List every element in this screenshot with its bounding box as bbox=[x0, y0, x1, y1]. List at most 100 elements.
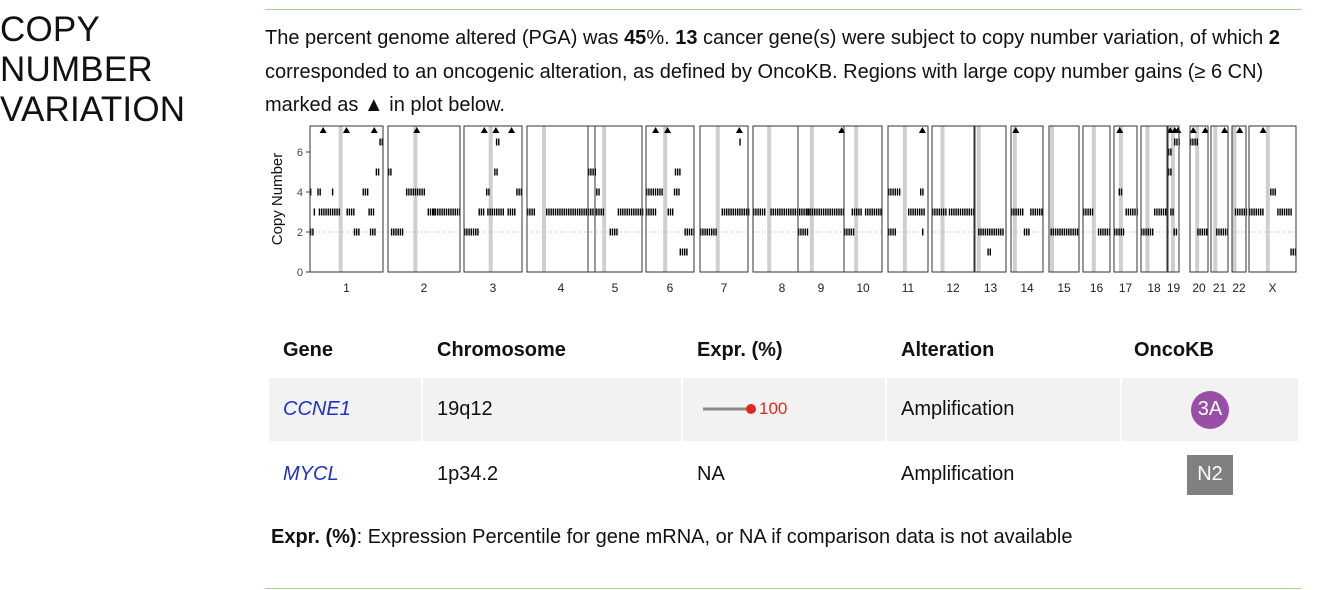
column-header-alteration: Alteration bbox=[887, 324, 1120, 376]
cn-segment-mark bbox=[679, 168, 681, 176]
cn-segment-mark bbox=[777, 208, 779, 216]
table-row: MYCL 1p34.2 NA Amplification N2 bbox=[269, 443, 1298, 506]
cn-segment-mark bbox=[1072, 228, 1074, 236]
cn-segment-mark bbox=[533, 208, 535, 216]
cn-segment-mark bbox=[381, 138, 383, 146]
cn-segment-mark bbox=[1249, 208, 1251, 216]
cn-segment-mark bbox=[1272, 188, 1274, 196]
cn-segment-mark bbox=[630, 208, 633, 216]
chromosome-panel bbox=[1210, 125, 1229, 273]
cn-segment-mark bbox=[388, 168, 390, 176]
large-gain-marker bbox=[1012, 127, 1020, 133]
cn-segment-mark bbox=[470, 228, 472, 236]
cn-segment-mark bbox=[922, 228, 924, 236]
large-gain-marker bbox=[1116, 127, 1124, 133]
cn-segment-mark bbox=[851, 208, 853, 216]
cn-segment-mark bbox=[923, 208, 925, 216]
cn-segment-mark bbox=[1239, 208, 1241, 216]
cn-segment-mark bbox=[480, 208, 483, 216]
cn-segment-mark bbox=[336, 208, 338, 216]
cn-segment-mark bbox=[867, 208, 869, 216]
centromere-band bbox=[1170, 126, 1175, 272]
cn-segment-mark bbox=[1260, 208, 1262, 216]
cn-segment-mark bbox=[639, 208, 642, 216]
cn-segment-mark bbox=[799, 208, 801, 216]
cn-segment-mark bbox=[1154, 208, 1156, 216]
cn-segment-mark bbox=[951, 208, 953, 216]
cn-segment-mark bbox=[518, 188, 520, 196]
cn-segment-mark bbox=[980, 228, 982, 236]
cn-segment-mark bbox=[494, 168, 496, 176]
cn-segment-mark bbox=[803, 208, 805, 216]
cn-segment-mark bbox=[557, 208, 559, 216]
cn-segment-mark bbox=[1173, 228, 1175, 236]
cn-segment-mark bbox=[401, 228, 404, 236]
table-row: CCNE1 19q12 100 Amplification 3A bbox=[269, 378, 1298, 441]
cn-segment-mark bbox=[820, 208, 823, 216]
chromosome-panel bbox=[1048, 125, 1080, 273]
cn-segment-mark bbox=[502, 208, 504, 216]
large-gain-marker bbox=[508, 127, 516, 133]
cn-segment-mark bbox=[919, 208, 921, 216]
cn-segment-mark bbox=[412, 188, 414, 196]
cn-segment-mark bbox=[844, 228, 846, 236]
cn-segment-mark bbox=[1132, 208, 1134, 216]
cn-segment-mark bbox=[1120, 188, 1123, 196]
cn-segment-mark bbox=[1017, 208, 1019, 216]
gene-link-ccne1[interactable]: CCNE1 bbox=[283, 398, 351, 420]
cn-segment-mark bbox=[1097, 228, 1100, 236]
centromere-band bbox=[902, 126, 907, 272]
cn-segment-mark bbox=[546, 208, 548, 216]
cn-segment-mark bbox=[1206, 228, 1208, 236]
cn-segment-mark bbox=[587, 208, 590, 216]
summary-text-2: %. bbox=[646, 27, 676, 49]
chromosome-label: 3 bbox=[490, 281, 497, 295]
cn-segment-mark bbox=[982, 228, 984, 236]
cn-segment-mark bbox=[978, 228, 980, 236]
chromosome-label: 11 bbox=[902, 281, 915, 295]
large-gain-marker bbox=[1236, 127, 1244, 133]
cn-segment-mark bbox=[1196, 138, 1198, 146]
cn-segment-mark bbox=[785, 208, 788, 216]
cn-segment-mark bbox=[970, 208, 973, 216]
cn-segment-mark bbox=[1152, 228, 1154, 236]
cn-segment-mark bbox=[878, 208, 880, 216]
cn-segment-mark bbox=[659, 188, 661, 196]
cn-segment-mark bbox=[916, 208, 919, 216]
gene-link-mycl[interactable]: MYCL bbox=[283, 463, 339, 485]
cn-segment-mark bbox=[757, 208, 759, 216]
oncokb-level-badge[interactable]: N2 bbox=[1187, 454, 1233, 495]
cn-segment-mark bbox=[520, 188, 522, 196]
chromosome-label: 7 bbox=[721, 281, 728, 295]
cn-segment-mark bbox=[375, 168, 378, 176]
cn-segment-mark bbox=[737, 208, 739, 216]
cn-segment-mark bbox=[574, 208, 577, 216]
cn-segment-mark bbox=[414, 188, 417, 196]
cn-segment-mark bbox=[1288, 208, 1290, 216]
chromosome-cell: 1p34.2 bbox=[423, 443, 681, 506]
cn-segment-mark bbox=[1054, 228, 1057, 236]
cn-segment-mark bbox=[397, 228, 399, 236]
section-title-line-1: COPY NUMBER bbox=[0, 10, 153, 89]
cn-segment-mark bbox=[350, 208, 353, 216]
cn-segment-mark bbox=[853, 208, 856, 216]
oncokb-level-badge[interactable]: 3A bbox=[1191, 390, 1229, 429]
cn-segment-mark bbox=[681, 248, 684, 256]
cn-segment-mark bbox=[596, 208, 598, 216]
chromosome-label: 20 bbox=[1192, 281, 1206, 295]
cn-segment-mark bbox=[1294, 248, 1297, 256]
cn-segment-mark bbox=[377, 168, 380, 176]
cn-segment-mark bbox=[329, 208, 332, 216]
cn-segment-mark bbox=[491, 208, 493, 216]
large-gain-marker bbox=[735, 127, 743, 133]
cn-segment-mark bbox=[818, 208, 820, 216]
cn-segment-mark bbox=[1091, 208, 1094, 216]
cn-segment-mark bbox=[563, 208, 566, 216]
cn-segment-mark bbox=[993, 228, 995, 236]
cn-segment-mark bbox=[739, 138, 741, 146]
cn-segment-mark bbox=[920, 188, 922, 196]
cn-segment-mark bbox=[991, 228, 993, 236]
cn-segment-mark bbox=[962, 208, 964, 216]
centromere-band bbox=[1091, 126, 1096, 272]
